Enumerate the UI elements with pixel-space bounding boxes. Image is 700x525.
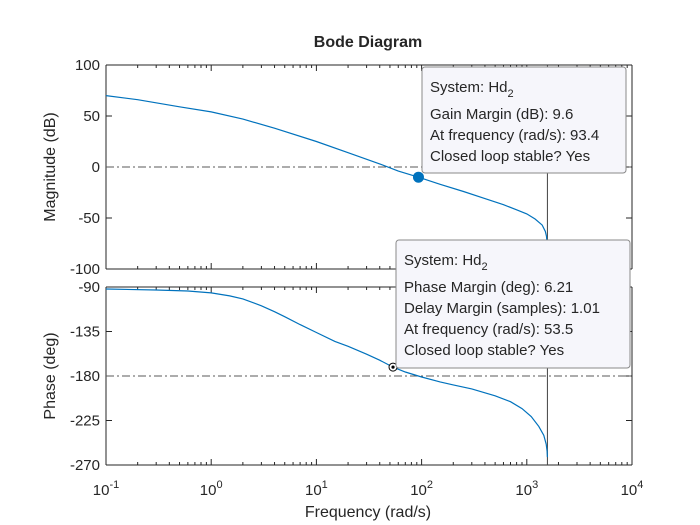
x-tick-label: 102 bbox=[410, 479, 433, 499]
x-tick-exponent: -1 bbox=[109, 479, 119, 491]
datatip-line: Closed loop stable? Yes bbox=[404, 342, 564, 359]
x-tick-exponent: 0 bbox=[216, 479, 222, 491]
x-tick-label: 103 bbox=[515, 479, 538, 499]
x-tick-base: 10 bbox=[515, 482, 532, 499]
y-tick-label: -270 bbox=[70, 457, 100, 474]
x-tick-base: 10 bbox=[621, 482, 638, 499]
frequency-tick-labels: 10-1 100 101 102 103 104 bbox=[93, 479, 644, 499]
datatip-box bbox=[395, 239, 631, 369]
chart-title: Bode Diagram bbox=[314, 34, 422, 51]
datatip-system: System: Hd2 bbox=[430, 79, 514, 100]
x-tick-base: 10 bbox=[410, 482, 427, 499]
x-tick-base: 10 bbox=[93, 482, 110, 499]
x-tick-base: 10 bbox=[305, 482, 322, 499]
y-tick-label: -100 bbox=[70, 261, 100, 278]
datatip-system-subscript: 2 bbox=[482, 261, 488, 273]
datatip-box bbox=[421, 66, 627, 174]
x-tick-label: 101 bbox=[305, 479, 328, 499]
y-tick-label: -180 bbox=[70, 368, 100, 385]
phase-margin-marker-dot bbox=[391, 365, 395, 369]
gain-margin-datatip: System: Hd2 Gain Margin (dB): 9.6 At frequ… bbox=[421, 66, 627, 174]
datatip-system: System: Hd2 bbox=[404, 252, 488, 273]
magnitude-series-line bbox=[105, 95, 548, 251]
y-axis-label: Phase (deg) bbox=[42, 332, 59, 419]
x-tick-exponent: 1 bbox=[322, 479, 328, 491]
datatip-system-subscript: 2 bbox=[508, 88, 514, 100]
x-tick-base: 10 bbox=[200, 482, 217, 499]
datatip-line: At frequency (rad/s): 93.4 bbox=[430, 127, 599, 144]
x-tick-exponent: 3 bbox=[532, 479, 538, 491]
x-axis-label: Frequency (rad/s) bbox=[305, 504, 431, 521]
y-tick-label: -225 bbox=[70, 413, 100, 430]
datatip-line: Closed loop stable? Yes bbox=[430, 148, 590, 165]
datatip-line: At frequency (rad/s): 53.5 bbox=[404, 321, 573, 338]
x-tick-label: 10-1 bbox=[93, 479, 119, 499]
x-tick-exponent: 2 bbox=[427, 479, 433, 491]
y-tick-label: -135 bbox=[70, 324, 100, 341]
datatip-line: Gain Margin (dB): 9.6 bbox=[430, 106, 573, 123]
datatip-line: Delay Margin (samples): 1.01 bbox=[404, 300, 600, 317]
y-axis-label: Magnitude (dB) bbox=[42, 112, 59, 221]
x-tick-exponent: 4 bbox=[637, 479, 643, 491]
x-tick-label: 104 bbox=[621, 479, 644, 499]
y-tick-label: 0 bbox=[92, 159, 100, 176]
y-tick-label: 100 bbox=[75, 57, 100, 74]
datatip-system-name: System: Hd bbox=[404, 252, 482, 269]
datatip-system-name: System: Hd bbox=[430, 79, 508, 96]
y-tick-label: -50 bbox=[78, 210, 100, 227]
y-tick-label: -90 bbox=[78, 279, 100, 296]
y-tick-label: 50 bbox=[83, 108, 100, 125]
phase-margin-datatip: System: Hd2 Phase Margin (deg): 6.21 Delay… bbox=[395, 239, 631, 369]
x-tick-label: 100 bbox=[200, 479, 223, 499]
datatip-line: Phase Margin (deg): 6.21 bbox=[404, 279, 573, 296]
gain-margin-marker bbox=[412, 171, 424, 183]
